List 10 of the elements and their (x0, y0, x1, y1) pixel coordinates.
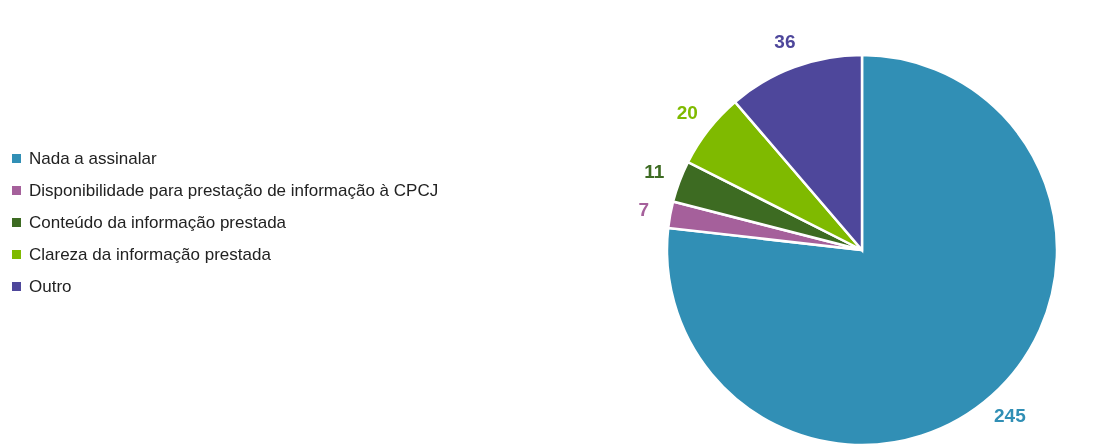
legend-label: Clareza da informação prestada (29, 244, 272, 264)
data-label: 20 (676, 102, 698, 124)
data-label: 7 (638, 198, 649, 220)
legend-label: Nada a assinalar (29, 148, 157, 168)
data-label: 245 (993, 404, 1027, 426)
legend-label: Conteúdo da informação prestada (29, 212, 287, 232)
legend-label: Disponibilidade para prestação de informação à CPCJ (29, 180, 439, 200)
legend-label: Outro (29, 276, 72, 296)
data-label: 11 (644, 160, 665, 182)
data-label: 36 (774, 30, 796, 52)
